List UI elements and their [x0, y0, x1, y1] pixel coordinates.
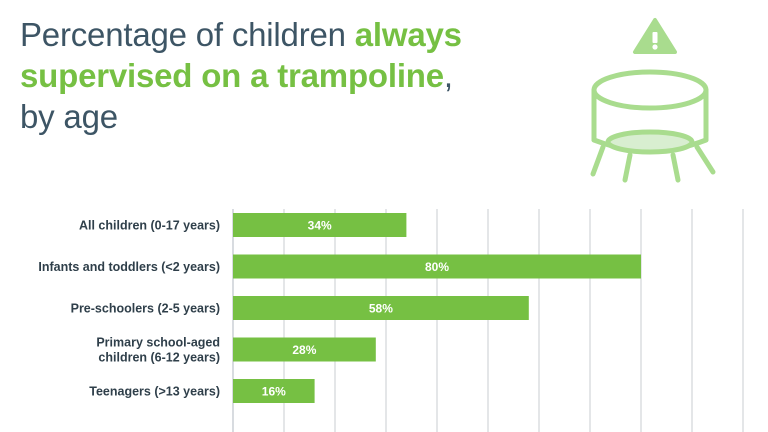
title-text-2: by age — [20, 98, 118, 135]
category-label: All children (0-17 years) — [79, 219, 220, 233]
category-label: Infants and toddlers (<2 years) — [38, 260, 220, 274]
bar-chart: 34% 80% 58% 28% 16% All children (0-17 years… — [38, 209, 744, 432]
bar-value-label: 28% — [292, 343, 316, 357]
title-text-1: Percentage of children — [20, 16, 355, 53]
category-label: Pre-schoolers (2-5 years) — [71, 302, 220, 316]
bar — [233, 213, 407, 237]
category-label: Primary school-aged — [96, 336, 220, 350]
category-labels: All children (0-17 years) Infants and tod… — [38, 219, 220, 399]
gridlines — [232, 209, 744, 432]
bar — [233, 337, 376, 362]
bar-value-label: 16% — [262, 385, 286, 399]
bar — [233, 379, 315, 403]
bars: 34% 80% 58% 28% 16% — [233, 213, 641, 403]
chart-title: Percentage of children always supervised… — [20, 14, 540, 137]
category-label: children (6-12 years) — [98, 351, 220, 365]
trampoline-warning-icon — [590, 18, 716, 183]
bar — [233, 296, 529, 320]
category-label: Teenagers (>13 years) — [89, 385, 220, 399]
title-highlight-supervised: supervised on a trampoline — [20, 57, 444, 94]
bar-value-label: 58% — [369, 302, 393, 316]
bar-value-label: 34% — [308, 219, 332, 233]
title-highlight-always: always — [354, 16, 462, 53]
title-comma: , — [443, 57, 453, 94]
bar-value-label: 80% — [425, 260, 449, 274]
bar — [233, 254, 641, 279]
